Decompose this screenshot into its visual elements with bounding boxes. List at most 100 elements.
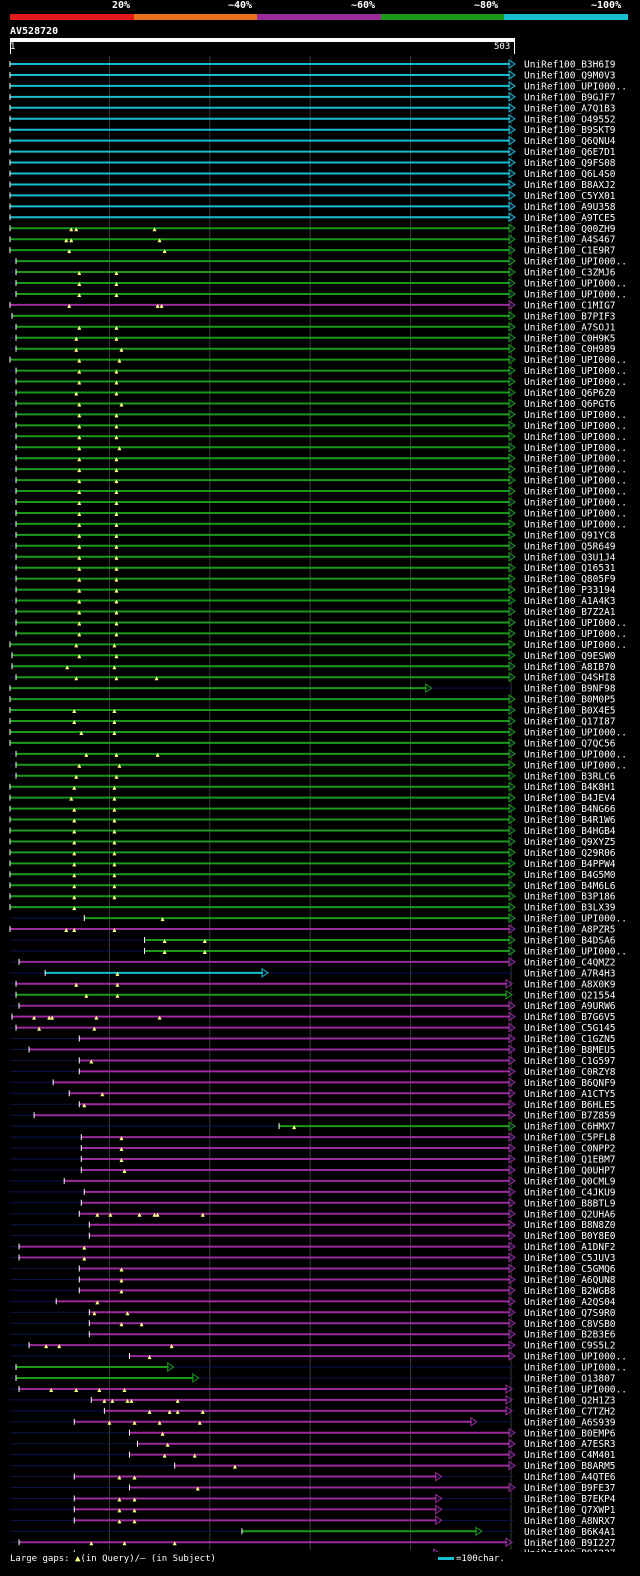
gap-marker [77,479,82,484]
gap-marker [125,1398,130,1403]
hit-end-arrow [508,869,516,880]
hit-label: UniRef100_B7Z859 [524,1111,616,1122]
hit-label: UniRef100_A9U358 [524,202,616,213]
hit-label: UniRef100_B0M0P5 [524,695,616,706]
legend-labels: 20% ~40% ~60% ~80% ~100% [0,0,640,14]
hit-label: UniRef100_A9TCE5 [524,213,616,224]
hit-end-arrow [508,245,516,256]
gap-marker [57,1344,62,1349]
hit-end-arrow [508,902,516,913]
gap-marker [74,347,79,352]
gap-marker [165,1442,170,1447]
gap-marker [119,1158,124,1162]
gap-marker [132,1508,137,1513]
hit-end-arrow [508,694,516,705]
gap-marker [200,1409,205,1414]
gap-marker [77,599,82,604]
gap-marker [64,238,69,243]
hit-end-arrow [508,1351,516,1362]
hit-end-arrow [192,1373,200,1383]
gap-marker [72,785,77,790]
hit-label: UniRef100_UPI000.. [524,1352,627,1363]
hit-label: UniRef100_UPI000.. [524,946,627,957]
footer-in-query: (in Query)/ [80,1554,141,1564]
gap-marker [119,402,124,407]
hit-end-arrow [508,59,516,69]
gap-marker [119,1322,124,1327]
gap-marker [112,643,117,648]
hit-label: UniRef100_B9FE37 [524,1483,616,1494]
hit-label: UniRef100_B7G6V5 [524,1012,616,1023]
hit-end-arrow [508,956,516,967]
hit-label: UniRef100_C5JUV3 [524,1253,616,1264]
hit-end-arrow [508,836,516,847]
hit-end-arrow [508,803,516,814]
hit-label: UniRef100_Q2UHA6 [524,1209,616,1220]
hit-end-arrow [508,190,516,201]
hit-label: UniRef100_UPI000.. [524,443,627,454]
gap-marker [115,982,120,987]
hit-end-arrow [508,1340,516,1351]
gap-marker [114,413,119,418]
query-name: AV528720 [10,26,59,37]
footer-large-gaps: Large gaps: [10,1554,70,1564]
gap-marker [125,1311,130,1316]
gap-marker [84,752,89,757]
gap-marker [74,676,79,681]
hit-end-arrow [508,398,516,409]
gap-marker [202,949,207,954]
hit-label: UniRef100_B3RLC6 [524,771,616,782]
gap-marker [44,1344,49,1349]
hit-end-arrow [167,1362,175,1372]
gap-marker [162,939,167,943]
hit-label: UniRef100_B6HLE5 [524,1100,616,1111]
scale-legend: =100char. [438,1554,505,1564]
hit-label: UniRef100_O49552 [524,114,616,125]
identity-legend-bar [10,14,628,20]
hit-end-arrow [508,1066,516,1077]
gap-marker [77,621,82,626]
hit-end-arrow [508,727,516,737]
gap-marker [47,1015,52,1020]
hit-end-arrow [508,310,516,321]
ruler-tick-start [10,42,11,54]
hit-end-arrow [508,332,516,343]
hit-end-arrow [508,1044,516,1055]
gap-marker [129,1398,134,1403]
hit-end-arrow [508,1055,516,1066]
hit-end-arrow [508,223,516,234]
hit-label: UniRef100_B7PIF3 [524,311,616,322]
hit-end-arrow [261,967,269,978]
hit-label: UniRef100_A7SOJ1 [524,322,616,333]
hit-label: UniRef100_UPI000.. [524,476,627,487]
gap-marker [77,577,82,582]
gap-marker [77,292,82,297]
hit-end-arrow [508,1449,516,1460]
gap-marker [162,949,167,954]
hit-label: UniRef100_UPI000.. [524,279,627,290]
gap-marker [114,654,119,659]
hit-label: UniRef100_Q9FS08 [524,158,616,169]
hit-end-arrow [508,1197,516,1208]
gap-marker [202,939,207,943]
gap-marker [69,796,74,801]
hit-end-arrow [433,1548,439,1552]
hit-end-arrow [508,289,516,299]
hit-label: UniRef100_UPI000.. [524,355,627,366]
gap-marker [114,325,119,330]
gap-marker [77,544,82,549]
hit-end-arrow [508,1088,516,1099]
hit-end-arrow [508,792,516,803]
hit-label: UniRef100_Q2H1Z3 [524,1395,616,1406]
hit-end-arrow [508,1186,516,1197]
hit-label: UniRef100_Q29R06 [524,848,616,859]
gap-marker [77,511,82,516]
hit-end-arrow [508,201,516,212]
hit-label: UniRef100_C0H989 [524,344,616,355]
gap-marker [115,971,120,976]
hit-label: UniRef100_UPI000.. [524,410,627,421]
gap-marker [95,1212,100,1217]
hit-label: UniRef100_UPI000.. [524,1384,627,1395]
gap-marker [77,358,82,363]
hit-end-arrow [508,924,516,934]
